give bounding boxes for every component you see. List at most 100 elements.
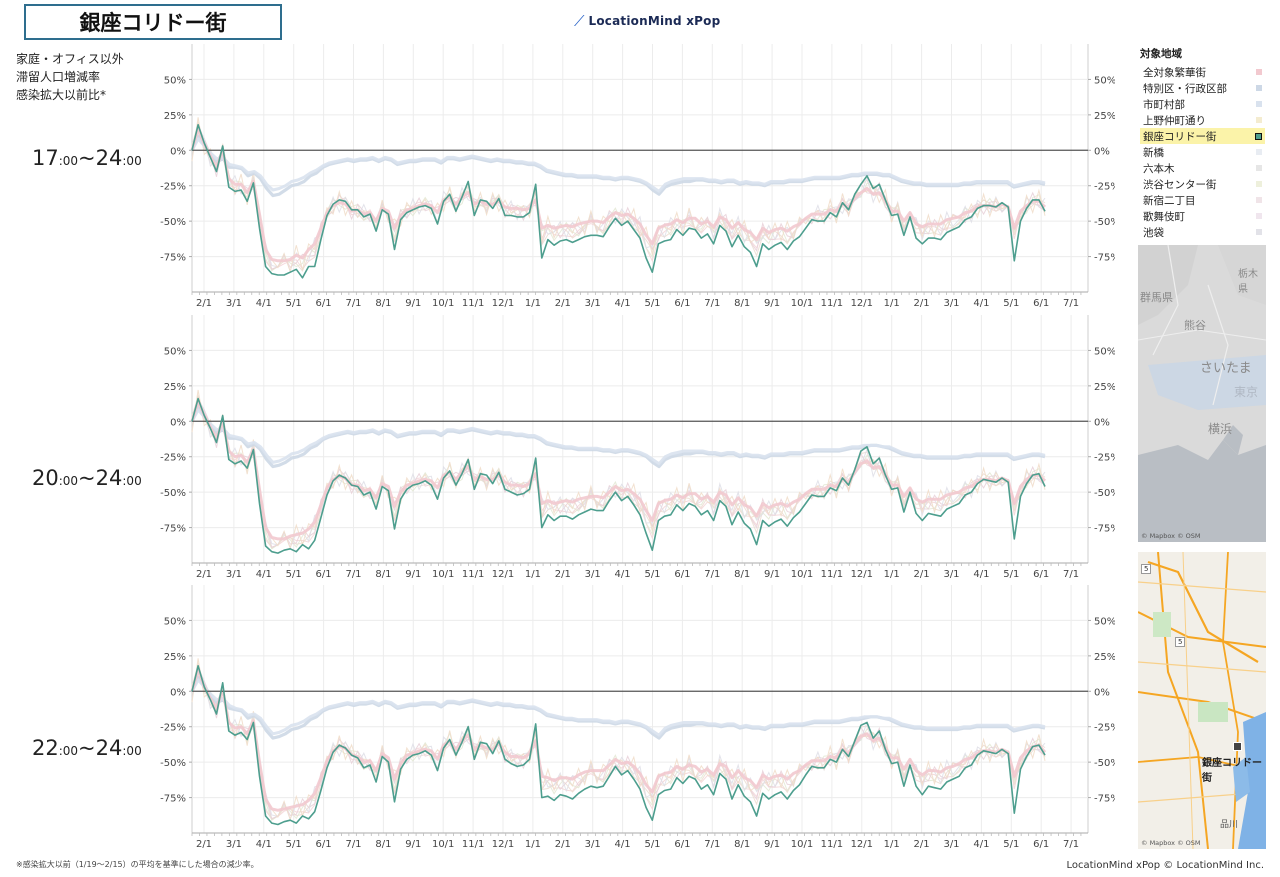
legend-item[interactable]: 歌舞伎町	[1140, 208, 1265, 224]
y-tick-label-left: -25%	[160, 182, 186, 193]
location-marker-icon	[1233, 742, 1242, 751]
area-detail-map[interactable]: 5 5 銀座コリドー街 品川 © Mapbox © OSM	[1138, 552, 1266, 849]
map-label-tokyo: 東京	[1234, 385, 1259, 399]
y-tick-label-left: 0%	[170, 687, 186, 698]
legend-item[interactable]: 新橋	[1140, 144, 1265, 160]
y-tick-label-right: -75%	[1094, 794, 1115, 805]
map-attribution-1: © Mapbox © OSM	[1141, 532, 1201, 540]
y-tick-label-left: 50%	[164, 75, 186, 86]
y-tick-label-right: 25%	[1094, 652, 1115, 663]
x-tick-label: 4/1	[615, 569, 631, 580]
y-tick-label-right: 0%	[1094, 417, 1110, 428]
x-tick-label: 5/1	[286, 298, 302, 309]
y-tick-label-right: 25%	[1094, 382, 1115, 393]
y-tick-label-left: -50%	[160, 758, 186, 769]
legend-item[interactable]: 渋谷センター街	[1140, 176, 1265, 192]
series-line-wards	[190, 408, 1046, 466]
x-tick-label: 10/1	[791, 569, 813, 580]
legend-item[interactable]: 全対象繁華街	[1140, 64, 1265, 80]
map-label-shinagawa: 品川	[1220, 820, 1239, 830]
legend-swatch-icon	[1256, 229, 1262, 235]
map-label-tochigi: 栃木県	[1238, 269, 1258, 295]
y-tick-label-right: -75%	[1094, 253, 1115, 264]
y-tick-label-right: -75%	[1094, 524, 1115, 535]
x-tick-label: 9/1	[405, 298, 421, 309]
x-tick-label: 11/1	[462, 839, 484, 850]
metric-label-line-2: 滞留人口増減率	[16, 70, 101, 84]
x-tick-label: 4/1	[973, 298, 989, 309]
x-tick-label: 5/1	[1003, 298, 1019, 309]
y-tick-label-left: 25%	[164, 652, 186, 663]
legend-item-label: 銀座コリドー街	[1143, 130, 1217, 143]
x-tick-label: 8/1	[375, 569, 391, 580]
legend-title: 対象地域	[1140, 48, 1182, 60]
legend-swatch-icon	[1256, 85, 1262, 91]
y-tick-label-right: -25%	[1094, 453, 1115, 464]
legend-item[interactable]: 新宿二丁目	[1140, 192, 1265, 208]
metric-label: 家庭・オフィス以外 滞留人口増減率 感染拡大以前比*	[16, 50, 124, 104]
kanto-map-graphic	[1138, 245, 1266, 542]
x-tick-label: 7/1	[704, 839, 720, 850]
x-tick-label: 2/1	[196, 839, 212, 850]
x-tick-label: 7/1	[1063, 298, 1079, 309]
region-overview-map[interactable]: 群馬県 栃木県 熊谷 さいたま 東京 横浜 © Mapbox © OSM	[1138, 245, 1266, 542]
x-tick-label: 5/1	[1003, 839, 1019, 850]
chart-panel-20-24: 2/1 3/1 4/1 5/1 6/1 7/1 8/1 9/1 10/1 11/1 12/1 1/1 2…	[160, 315, 1115, 580]
legend-item[interactable]: 市町村部	[1140, 96, 1265, 112]
x-tick-label: 5/1	[644, 569, 660, 580]
x-tick-label: 1/1	[884, 298, 900, 309]
legend-item-label: 全対象繁華街	[1143, 66, 1206, 79]
x-tick-label: 7/1	[345, 839, 361, 850]
legend-item[interactable]: 六本木	[1140, 160, 1265, 176]
series-line-wards	[190, 137, 1046, 193]
x-tick-label: 12/1	[851, 569, 873, 580]
x-tick-label: 8/1	[734, 569, 750, 580]
legend-item[interactable]: 池袋	[1140, 224, 1265, 240]
x-tick-label: 2/1	[555, 298, 571, 309]
x-tick-label: 12/1	[851, 839, 873, 850]
x-tick-label: 11/1	[821, 298, 843, 309]
map-label-ginza-corridor: 銀座コリドー街	[1202, 758, 1262, 784]
region-legend: 対象地域 全対象繁華街 特別区・行政区部 市町村部 上野仲町通り 銀座コリドー街 新橋 六本…	[1140, 46, 1265, 240]
y-tick-label-right: -50%	[1094, 488, 1115, 499]
y-tick-label-right: 25%	[1094, 111, 1115, 122]
y-tick-label-left: -75%	[160, 524, 186, 535]
y-tick-label-right: 0%	[1094, 687, 1110, 698]
x-tick-label: 3/1	[585, 569, 601, 580]
y-tick-label-left: -75%	[160, 794, 186, 805]
x-tick-label: 8/1	[375, 298, 391, 309]
x-tick-label: 4/1	[973, 569, 989, 580]
x-tick-label: 4/1	[256, 569, 272, 580]
x-tick-label: 1/1	[525, 298, 541, 309]
x-tick-label: 7/1	[345, 569, 361, 580]
footnote: ※感染拡大以前（1/19～2/15）の平均を基準にした場合の減少率。	[16, 860, 259, 869]
x-tick-label: 3/1	[226, 298, 242, 309]
x-tick-label: 11/1	[462, 298, 484, 309]
series-line-wards	[190, 675, 1046, 740]
x-tick-label: 2/1	[555, 839, 571, 850]
legend-swatch-icon	[1256, 149, 1262, 155]
route-shield-icon: 5	[1175, 637, 1186, 647]
x-tick-label: 5/1	[1003, 569, 1019, 580]
x-tick-label: 5/1	[286, 569, 302, 580]
x-tick-label: 3/1	[943, 298, 959, 309]
x-tick-label: 8/1	[734, 839, 750, 850]
y-tick-label-left: 0%	[170, 146, 186, 157]
time-label-22-24: 22:00~24:00	[32, 736, 142, 760]
legend-item[interactable]: 特別区・行政区部	[1140, 80, 1265, 96]
legend-item[interactable]: 銀座コリドー街	[1140, 128, 1265, 144]
x-tick-label: 3/1	[226, 569, 242, 580]
x-tick-label: 7/1	[345, 298, 361, 309]
x-tick-label: 6/1	[1033, 569, 1049, 580]
y-tick-label-right: -25%	[1094, 723, 1115, 734]
x-tick-label: 12/1	[851, 298, 873, 309]
series-line-wards	[190, 405, 1046, 469]
map-attribution-2: © Mapbox © OSM	[1141, 839, 1201, 847]
time-label-20-24: 20:00~24:00	[32, 466, 142, 490]
series-line-wards	[190, 134, 1046, 198]
legend-item[interactable]: 上野仲町通り	[1140, 112, 1265, 128]
legend-swatch-icon	[1255, 132, 1262, 140]
x-tick-label: 7/1	[1063, 839, 1079, 850]
route-shield-icon: 5	[1141, 564, 1152, 574]
x-tick-label: 5/1	[644, 839, 660, 850]
